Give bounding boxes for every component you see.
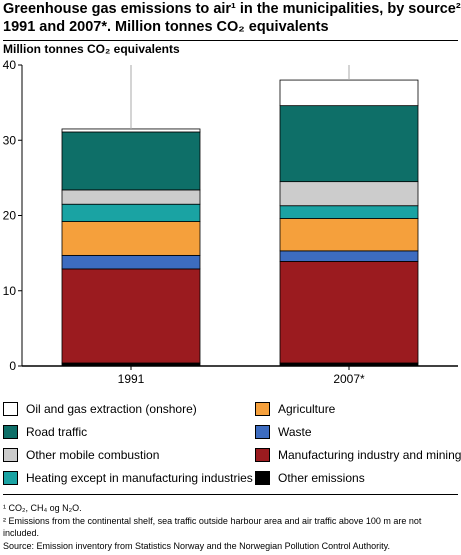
source-note: Source: Emission inventory from Statisti… (3, 540, 391, 551)
legend-label: Heating except in manufacturing industri… (26, 471, 253, 485)
legend-swatch (255, 471, 270, 485)
bar-segment (61, 131, 201, 191)
bar-segment (61, 128, 201, 133)
legend-swatch (3, 402, 18, 416)
y-tick-label: 30 (3, 133, 17, 147)
bar-segment (279, 79, 419, 107)
y-tick-label: 0 (9, 359, 16, 373)
legend-item: Agriculture (255, 402, 335, 416)
legend-label: Agriculture (278, 402, 336, 416)
footnotes: ¹ CO₂, CH₄ og N₂O. ² Emissions from the … (3, 502, 458, 552)
bar-segment (61, 203, 201, 222)
y-tick-label: 20 (3, 209, 17, 223)
legend-swatch (3, 425, 18, 439)
notes-divider (3, 494, 458, 495)
legend-label: Oil and gas extraction (onshore) (26, 402, 197, 416)
legend-item: Oil and gas extraction (onshore) (3, 402, 197, 416)
y-axis-label: Million tonnes CO₂ equivalents (3, 42, 180, 56)
legend-item: Waste (255, 425, 312, 439)
bar-segment (279, 205, 419, 219)
bar-segment (61, 254, 201, 270)
stacked-bar-chart: 0 10 20 30 40 1991 2007* (3, 58, 458, 386)
footnote-1: ¹ CO₂, CH₄ og N₂O. (3, 503, 82, 513)
legend-label: Waste (278, 425, 312, 439)
x-tick-label: 1991 (118, 372, 145, 386)
legend-item: Other emissions (255, 471, 365, 485)
chart-title-line-2: 1991 and 2007*. Million tonnes CO₂ equiv… (3, 19, 329, 35)
legend-swatch (255, 448, 270, 462)
chart-title: Greenhouse gas emissions to air¹ in the … (3, 0, 461, 36)
legend-item: Road traffic (3, 425, 87, 439)
y-tick-label: 40 (3, 58, 17, 72)
bar-segment (279, 250, 419, 262)
legend-swatch (255, 425, 270, 439)
legend-label: Other mobile combustion (26, 448, 160, 462)
y-tick-label: 10 (3, 284, 17, 298)
legend-item: Manufacturing industry and mining (255, 448, 461, 462)
bar-segment (61, 268, 201, 364)
legend-label: Manufacturing industry and mining (278, 448, 461, 462)
chart-title-line-1: Greenhouse gas emissions to air¹ in the … (3, 1, 461, 17)
legend-swatch (3, 471, 18, 485)
bar-segment (279, 261, 419, 364)
legend-item: Other mobile combustion (3, 448, 159, 462)
x-tick-label: 2007* (333, 372, 365, 386)
bar-segment (61, 189, 201, 205)
bar-segment (279, 218, 419, 252)
legend-label: Road traffic (26, 425, 88, 439)
legend-swatch (255, 402, 270, 416)
bar-segment (279, 105, 419, 183)
bar-segment (279, 181, 419, 207)
bar-segment (61, 221, 201, 256)
legend-item: Heating except in manufacturing industri… (3, 471, 253, 485)
footnote-2: ² Emissions from the continental shelf, … (3, 515, 422, 539)
legend-label: Other emissions (278, 471, 365, 485)
title-divider (3, 40, 458, 41)
legend-swatch (3, 448, 18, 462)
